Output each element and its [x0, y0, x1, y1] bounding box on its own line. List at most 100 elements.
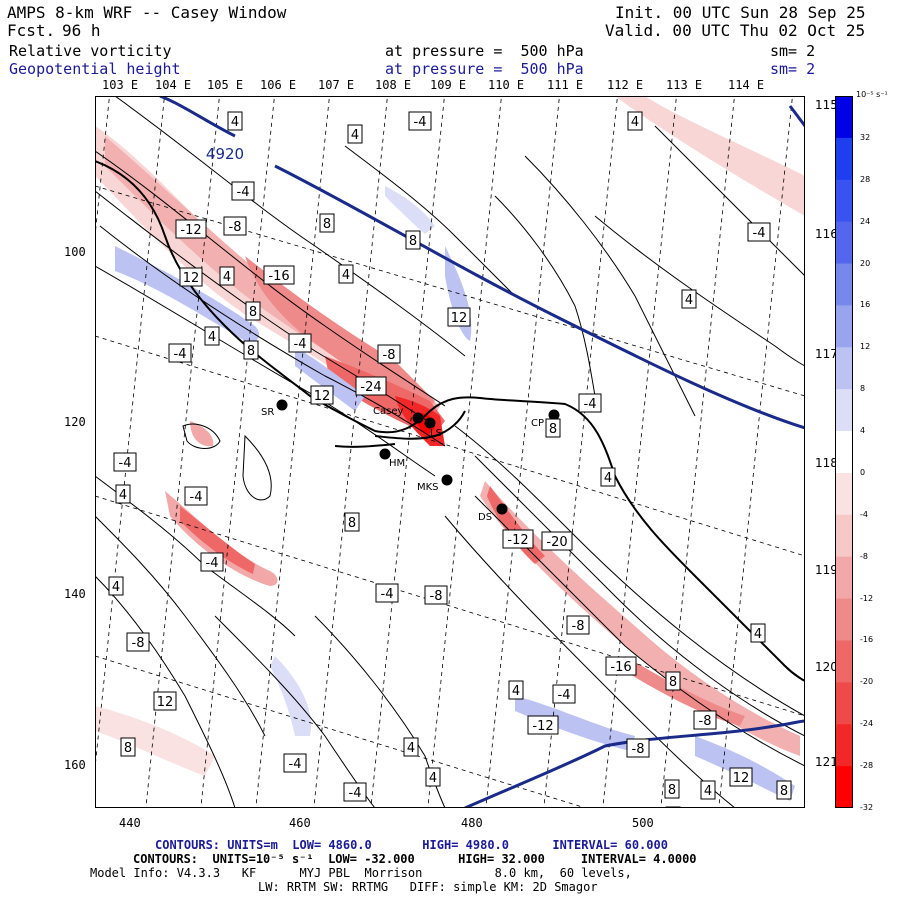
contour-label: -8	[132, 636, 145, 651]
colorbar-label: -16	[860, 635, 874, 645]
contour-label-box	[552, 684, 576, 704]
contour-label: -8	[430, 589, 443, 604]
lon-label: 110 E	[488, 78, 525, 92]
contour-label: 4	[208, 330, 216, 345]
contour-label-box	[219, 266, 235, 286]
contour-label-box	[403, 737, 419, 757]
contour-label-box	[344, 512, 360, 532]
contour-label: 4	[631, 115, 639, 130]
contour-label-box	[600, 467, 616, 487]
contour-label: 8	[348, 516, 356, 531]
contour-label-box	[605, 656, 637, 676]
y-axis-tick-label: 100	[64, 245, 86, 259]
contour-label: -16	[610, 660, 631, 675]
contour-label-box	[664, 779, 680, 799]
contour-label: 12	[314, 389, 331, 404]
y-axis-tick-label: 140	[64, 587, 86, 601]
contour-label-box	[578, 393, 602, 413]
contour-label-box	[776, 780, 792, 800]
contour-label: 4	[429, 771, 437, 786]
colorbar-label: 12	[860, 342, 871, 352]
station-mks-marker	[441, 474, 453, 486]
contour-label-box	[283, 753, 307, 773]
colorbar-swatch	[835, 724, 853, 767]
lon-label: 104 E	[155, 78, 192, 92]
contour-label: 8	[668, 783, 676, 798]
lon-label: 105 E	[207, 78, 244, 92]
contour-label-box	[750, 623, 766, 643]
stations: SR Casey LS CP HM MKS DS	[261, 399, 560, 523]
contour-label: 8	[669, 675, 677, 690]
contour-label: 8	[549, 422, 557, 437]
y-axis-tick-label: 160	[64, 758, 86, 772]
station-label-sr: SR	[261, 407, 274, 418]
station-label-cp: CP	[531, 418, 544, 429]
lon-label: 103 E	[102, 78, 139, 92]
contour-label: -12	[180, 223, 201, 238]
lon-label: 113 E	[666, 78, 703, 92]
contour-label: -4	[558, 688, 571, 703]
contour-label: -24	[360, 380, 381, 395]
colorbar-label: 4	[860, 426, 866, 436]
contour-label: -12	[507, 533, 528, 548]
colorbar-label: 32	[860, 132, 871, 142]
lon-label: 108 E	[375, 78, 412, 92]
contour-label: 12	[733, 771, 750, 786]
colorbar-swatch	[835, 682, 853, 725]
contour-label-box	[527, 715, 559, 735]
field-2-smoothing: sm= 2	[770, 60, 816, 78]
contour-label-box	[288, 333, 312, 353]
contour-label: -4	[174, 347, 187, 362]
contour-label-box	[355, 376, 387, 396]
contour-label-box	[153, 691, 177, 711]
contour-label: -8	[632, 742, 645, 757]
height-contour-label: 4920	[206, 145, 244, 163]
contour-label: 12	[157, 695, 174, 710]
station-ls-marker	[424, 417, 436, 429]
contour-label-box	[747, 222, 771, 242]
coastline	[95, 160, 805, 682]
contour-label-box	[168, 343, 192, 363]
colorbar-label: -8	[860, 551, 868, 561]
colorbar-label: 20	[860, 258, 871, 268]
forecast-hour-label: Fcst.	[7, 21, 56, 40]
colorbar-swatch	[835, 347, 853, 390]
colorbar-label: -28	[860, 761, 874, 771]
contour-label: -12	[532, 719, 553, 734]
station-label-mks: MKS	[417, 482, 439, 493]
contour-label: 4	[754, 627, 762, 642]
contour-label-box	[425, 767, 441, 787]
y-axis-tick-label: 120	[64, 415, 86, 429]
contour-label: 12	[183, 271, 200, 286]
colorbar-swatch	[835, 598, 853, 641]
contour-label: 4	[512, 684, 520, 699]
plot-frame	[95, 96, 805, 808]
lon-label: 109 E	[430, 78, 467, 92]
colorbar-swatch	[835, 766, 853, 808]
station-casey-marker	[412, 412, 424, 424]
contour-label: -4	[206, 556, 219, 571]
contour-label-box	[626, 738, 650, 758]
contour-label-box	[223, 216, 247, 236]
lon-label: 114 E	[728, 78, 765, 92]
contour-label: -4	[584, 397, 597, 412]
contour-label: -4	[753, 226, 766, 241]
contour-label-box	[545, 418, 561, 438]
contour-label: -4	[289, 757, 302, 772]
graticule	[95, 96, 805, 808]
contour-label-box	[115, 484, 131, 504]
vorticity-contour-info: CONTOURS: UNITS=10⁻⁵ s⁻¹ LOW= -32.000 HI…	[133, 852, 697, 866]
contour-label: -8	[572, 619, 585, 634]
contour-label-box	[263, 265, 295, 285]
contour-label-box	[231, 181, 255, 201]
contour-label: 4	[223, 270, 231, 285]
x-axis-tick-label: 440	[119, 816, 141, 830]
contour-label-box	[204, 326, 220, 346]
lon-label: 106 E	[260, 78, 297, 92]
contour-label: -4	[414, 115, 427, 130]
contour-label-box	[310, 385, 334, 405]
lon-label: 112 E	[607, 78, 644, 92]
contour-label: -4	[119, 456, 132, 471]
station-cp-marker	[548, 409, 560, 421]
colorbar-label: -12	[860, 593, 874, 603]
